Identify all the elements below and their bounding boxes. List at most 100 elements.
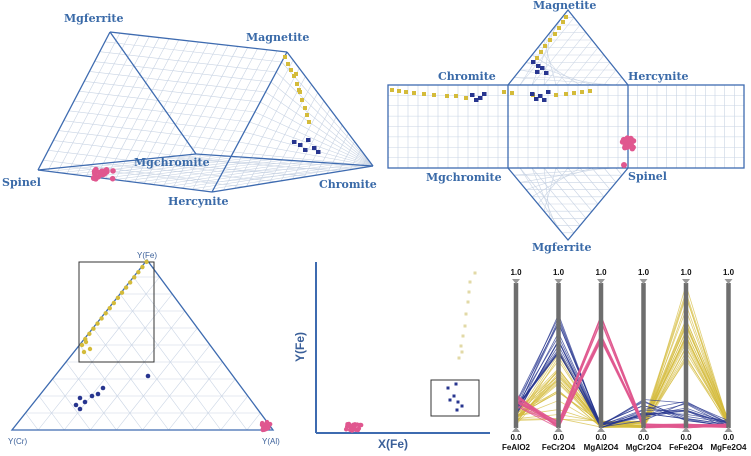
scatter-zoom-box <box>430 379 480 417</box>
prism-spinel-point <box>90 175 97 182</box>
prism-grid-line <box>270 81 374 167</box>
prism-grid-line <box>48 154 208 172</box>
ternary-magnetite-point <box>132 275 137 280</box>
ternary-magnetite-point <box>136 269 141 275</box>
pc-axis-handle-bottom <box>682 427 690 432</box>
ternary-magnetite-point <box>81 349 87 355</box>
ternary-magnetite-point <box>144 259 149 265</box>
net-panel: Magnetite Chromite Hercynite Mgchromite … <box>387 0 745 254</box>
net-chromite-point <box>544 71 549 75</box>
scatter-chromite-point <box>454 382 458 386</box>
net-grid <box>388 17 744 234</box>
net-label-magnetite: Magnetite <box>533 0 596 12</box>
net-grid-line <box>519 167 575 233</box>
parallel-coordinates-panel: 1.00.0FeAlO21.00.0FeCr2O41.00.0MgAl2O41.… <box>502 268 747 452</box>
net-hercynite-edge-point <box>464 96 468 100</box>
net-spinel-point <box>622 137 628 143</box>
net-edges <box>387 8 745 242</box>
net-hercynite-edge-point <box>432 93 436 97</box>
pc-axis-min-label: 0.0 <box>638 433 650 442</box>
prism-grid <box>43 32 374 191</box>
ternary-grid-line <box>79 344 143 431</box>
ternary-grid-line <box>119 293 222 431</box>
ternary-chromite-point <box>95 391 101 397</box>
pc-axis-handle-top <box>512 279 520 284</box>
prism-magnetite-point <box>307 120 311 124</box>
prism-grid-line <box>103 158 263 179</box>
scatter-spinel-point <box>356 426 362 431</box>
net-hercynite-edge-point <box>445 94 449 98</box>
pc-axes: 1.00.0FeAlO21.00.0FeCr2O41.00.0MgAl2O41.… <box>502 268 747 452</box>
ternary-magnetite-point <box>123 285 129 290</box>
prism-grid-line <box>84 80 261 103</box>
ternary-magnetite-point <box>115 295 121 301</box>
prism-grid-line <box>146 161 307 185</box>
prism-grid-line <box>63 120 239 143</box>
prism-magnetite-point <box>286 62 290 66</box>
ternary-magnetite-point <box>95 321 100 326</box>
scatter-chromite-point <box>455 408 459 412</box>
net-chromite-edge-point <box>546 90 551 94</box>
prism-grid-line <box>48 149 223 173</box>
prism-grid-line <box>89 71 266 93</box>
scatter-magnetite-point <box>466 300 470 304</box>
ternary-magnetite-point <box>111 300 117 306</box>
pc-magnetite-line <box>515 325 729 423</box>
ternary-chromite-point <box>89 393 95 399</box>
net-chromite-edge-point <box>474 98 479 102</box>
net-label-spinel: Spinel <box>628 170 667 183</box>
pc-axis-max-label: 1.0 <box>510 268 522 277</box>
prism-chromite-point <box>292 140 297 144</box>
pc-axis-name: FeCr2O4 <box>542 443 576 452</box>
ternary-grid-line <box>90 310 186 431</box>
pc-magnetite-line <box>515 295 729 428</box>
net-hercynite-edge-point <box>422 92 426 96</box>
prism-label-hercynite: Hercynite <box>168 195 229 208</box>
pc-magnetite-line <box>515 355 729 427</box>
pc-axis-max-label: 1.0 <box>680 268 692 277</box>
net-grid-line <box>543 32 587 86</box>
pc-axis-handle-bottom <box>597 427 605 432</box>
pc-axis-min-label: 0.0 <box>595 433 607 442</box>
scatter-chromite-point <box>452 394 456 398</box>
pc-axis-handle-top <box>554 279 563 284</box>
net-hercynite-edge-point <box>390 88 394 92</box>
net-label-chromite: Chromite <box>438 70 496 83</box>
ternary-grid-line <box>194 378 236 431</box>
scatter-magnetite-point <box>459 344 463 348</box>
net-grid-line <box>591 167 611 190</box>
net-grid-line <box>531 167 581 226</box>
prism-grid-line <box>104 41 282 63</box>
prism-chromite-point <box>316 150 321 154</box>
pc-chromite-line <box>515 318 729 426</box>
pc-chromite-line <box>515 352 729 425</box>
prism-grid-line <box>43 159 218 183</box>
prism-grid-line <box>132 160 309 177</box>
prism-magnetite-point <box>305 113 309 117</box>
prism-label-spinel: Spinel <box>2 176 41 189</box>
prism-spinel-point <box>96 169 103 176</box>
pc-axis-min-label: 0.0 <box>723 433 735 442</box>
net-grid-line <box>537 167 569 205</box>
pc-chromite-line <box>515 316 729 428</box>
pc-axis-handle-top <box>597 279 605 284</box>
ternary-panel: Y(Fe) Y(Cr) Y(Al) <box>8 251 280 446</box>
ternary-chromite-point <box>100 385 106 391</box>
ternary-chromite-point <box>73 402 79 408</box>
scatter-magnetite-point <box>460 350 464 354</box>
net-spinel-point <box>628 141 634 148</box>
net-spinel-point <box>621 162 627 168</box>
pc-axis-min-label: 0.0 <box>510 433 522 442</box>
ternary-grid <box>25 276 261 431</box>
scatter-chromite-point <box>446 386 450 390</box>
net-chromite-point <box>535 70 540 74</box>
ternary-zoom-box <box>78 261 155 363</box>
net-label-mgferrite: Mgferrite <box>532 241 591 254</box>
ternary-chromite-point <box>82 399 88 405</box>
net-hercynite-edge-point <box>564 92 568 96</box>
pc-spinel-line <box>515 336 729 429</box>
net-magnetite-point <box>535 56 539 60</box>
ternary-label-left: Y(Cr) <box>8 437 27 446</box>
net-magnetite-point <box>561 20 565 24</box>
ternary-grid-line <box>106 310 195 431</box>
